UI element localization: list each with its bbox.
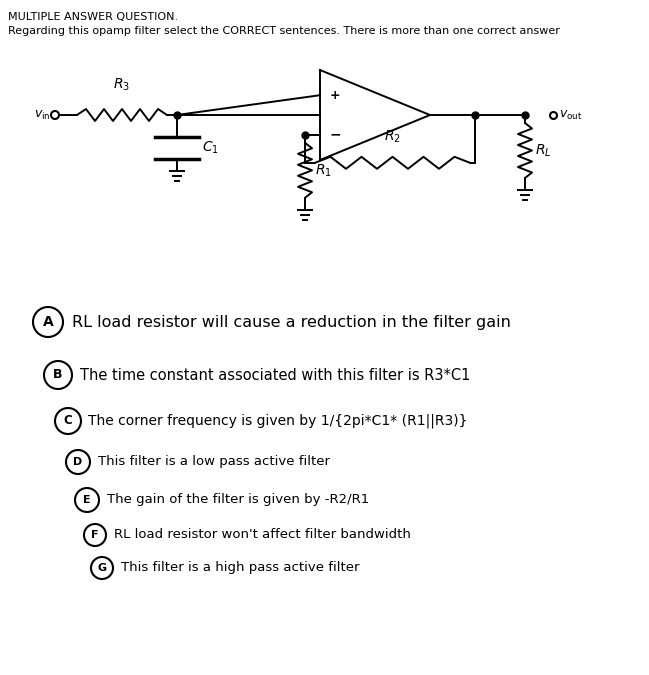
Text: The time constant associated with this filter is R3*C1: The time constant associated with this f… [80, 367, 471, 383]
Text: +: + [330, 88, 340, 102]
Text: A: A [43, 315, 53, 329]
Text: $v_{\rm out}$: $v_{\rm out}$ [559, 109, 583, 121]
Text: This filter is a low pass active filter: This filter is a low pass active filter [98, 456, 330, 468]
Text: $R_1$: $R_1$ [315, 162, 332, 178]
Text: RL load resistor will cause a reduction in the filter gain: RL load resistor will cause a reduction … [72, 315, 511, 329]
Text: The gain of the filter is given by -R2/R1: The gain of the filter is given by -R2/R… [107, 493, 369, 506]
Text: $v_{\rm in}$: $v_{\rm in}$ [34, 109, 51, 121]
Text: $R_L$: $R_L$ [535, 142, 552, 159]
Text: MULTIPLE ANSWER QUESTION.: MULTIPLE ANSWER QUESTION. [8, 12, 178, 22]
Text: B: B [53, 369, 63, 381]
Text: −: − [329, 128, 341, 142]
Text: G: G [97, 563, 106, 573]
Text: This filter is a high pass active filter: This filter is a high pass active filter [121, 562, 360, 574]
Text: $R_3$: $R_3$ [114, 76, 130, 93]
Text: F: F [92, 530, 99, 540]
Text: $C_1$: $C_1$ [202, 140, 219, 156]
Text: D: D [73, 457, 82, 467]
Text: E: E [83, 495, 91, 505]
Text: Regarding this opamp filter select the CORRECT sentences. There is more than one: Regarding this opamp filter select the C… [8, 26, 560, 36]
Text: $R_2$: $R_2$ [384, 128, 401, 145]
Text: C: C [64, 414, 73, 427]
Text: RL load resistor won't affect filter bandwidth: RL load resistor won't affect filter ban… [114, 529, 411, 541]
Text: The corner frequency is given by 1/{2pi*C1* (R1||R3)}: The corner frequency is given by 1/{2pi*… [88, 414, 467, 428]
